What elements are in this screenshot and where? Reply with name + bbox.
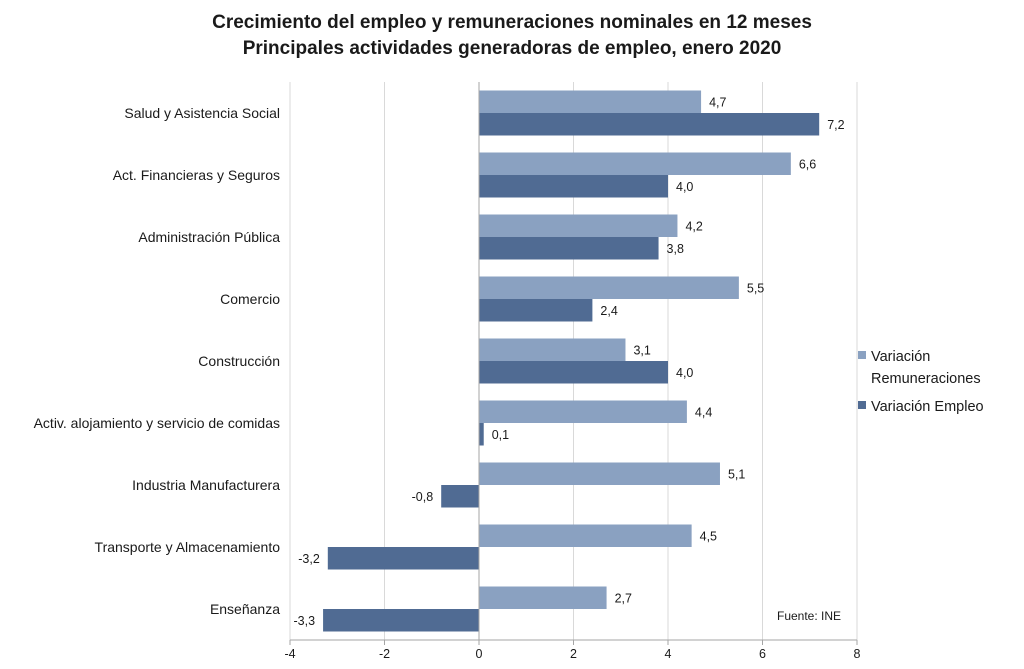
data-label: 4,2: [685, 219, 702, 233]
x-tick-label: 4: [665, 647, 672, 661]
data-label: -3,2: [298, 552, 320, 566]
category-label: Salud y Asistencia Social: [124, 105, 280, 121]
legend-label-empleo: Variación Empleo: [871, 399, 984, 415]
data-label: 6,6: [799, 157, 816, 171]
category-label: Construcción: [198, 353, 280, 369]
data-label: 2,4: [600, 304, 617, 318]
x-tick-label: -2: [379, 647, 390, 661]
bar-empleo: [479, 423, 484, 446]
bar-remuneraciones: [479, 338, 626, 361]
data-label: 4,5: [700, 529, 717, 543]
legend-item-empleo: Variación Empleo: [858, 396, 1001, 418]
category-label: Administración Pública: [138, 229, 280, 245]
x-tick-label: 8: [854, 647, 861, 661]
category-label: Enseñanza: [210, 601, 280, 617]
bar-remuneraciones: [479, 90, 702, 113]
category-label: Activ. alojamiento y servicio de comidas: [34, 415, 280, 431]
bar-empleo: [479, 175, 668, 198]
legend-item-remuneraciones: Variación Remuneraciones: [858, 346, 1001, 390]
data-label: 3,8: [667, 242, 684, 256]
bar-remuneraciones: [479, 462, 720, 485]
data-label: -0,8: [412, 490, 434, 504]
legend-swatch-empleo: [858, 401, 866, 409]
data-label: 4,4: [695, 405, 712, 419]
data-label: 3,1: [633, 343, 650, 357]
legend-label-remuneraciones: Variación Remuneraciones: [871, 346, 1001, 390]
data-label: -3,3: [294, 614, 316, 628]
legend-label-remuneraciones-line1: Variación: [871, 349, 931, 365]
x-tick-label: 6: [759, 647, 766, 661]
bar-remuneraciones: [479, 524, 692, 547]
bar-empleo: [323, 609, 479, 632]
chart-title: Crecimiento del empleo y remuneraciones …: [212, 12, 812, 33]
bar-empleo: [327, 547, 479, 570]
source-note: Fuente: INE: [777, 609, 842, 623]
x-tick-label: -4: [284, 647, 295, 661]
bar-empleo: [479, 237, 659, 260]
data-label: 4,0: [676, 366, 693, 380]
chart-subtitle: Principales actividades generadoras de e…: [242, 38, 782, 59]
data-label: 5,5: [747, 281, 764, 295]
bar-empleo: [479, 361, 668, 384]
bar-remuneraciones: [479, 152, 791, 175]
data-label: 4,0: [676, 180, 693, 194]
category-label: Transporte y Almacenamiento: [95, 539, 281, 555]
bar-empleo: [479, 299, 593, 322]
legend-label-remuneraciones-line2: Remuneraciones: [871, 371, 981, 387]
bar-remuneraciones: [479, 276, 739, 299]
data-label: 5,1: [728, 467, 745, 481]
category-label: Industria Manufacturera: [132, 477, 280, 493]
bar-remuneraciones: [479, 214, 678, 237]
data-label: 7,2: [827, 118, 844, 132]
data-label: 0,1: [492, 428, 509, 442]
legend: Variación Remuneraciones Variación Emple…: [858, 346, 1001, 424]
x-tick-label: 0: [476, 647, 483, 661]
bar-empleo: [441, 485, 479, 508]
category-label: Comercio: [220, 291, 280, 307]
bar-empleo: [479, 113, 820, 136]
data-label: 2,7: [615, 591, 632, 605]
data-label: 4,7: [709, 95, 726, 109]
bar-remuneraciones: [479, 400, 687, 423]
x-tick-label: 2: [570, 647, 577, 661]
legend-swatch-remuneraciones: [858, 351, 866, 359]
bar-remuneraciones: [479, 586, 607, 609]
category-label: Act. Financieras y Seguros: [113, 167, 280, 183]
